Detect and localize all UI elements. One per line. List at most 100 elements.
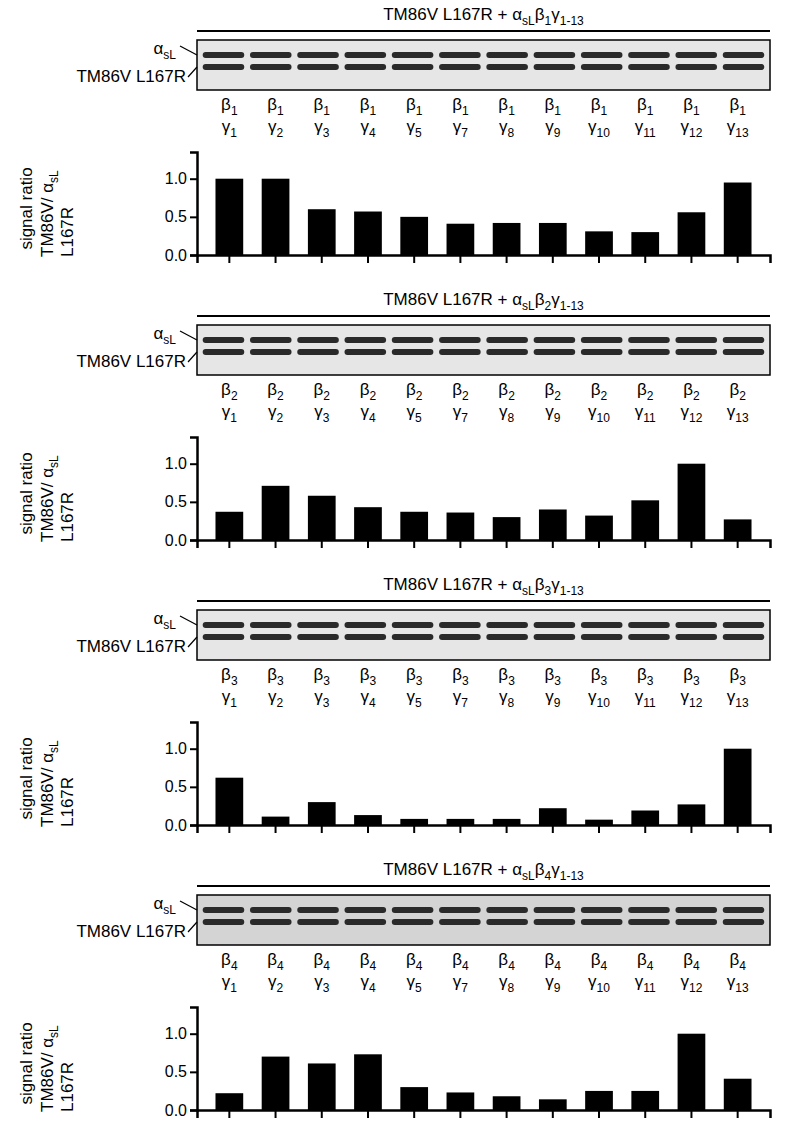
- blot-frame: [197, 610, 770, 660]
- blot-band: [486, 52, 528, 58]
- label-line: γ3: [314, 117, 330, 140]
- panel: TM86V L167R + αsLβ1γ1-13αsLTM86V L167Rβ1…: [17, 5, 771, 264]
- tick-mark: [644, 540, 646, 548]
- blot-label: TM86V L167R: [76, 67, 186, 86]
- tick-mark: [190, 463, 197, 465]
- label-line: β1: [637, 95, 654, 118]
- label-line: γ2: [268, 117, 284, 140]
- text-run: TM86V/ α: [38, 753, 57, 827]
- tick: [229, 1110, 230, 1118]
- label-line: β1: [267, 95, 284, 118]
- bar: [539, 1099, 567, 1110]
- y-axis: 0.00.51.0: [165, 153, 198, 264]
- subscript: 3: [323, 696, 330, 710]
- label-line: β2: [545, 380, 562, 403]
- subscript: sL: [522, 299, 535, 313]
- tick: [599, 825, 600, 833]
- tick-mark: [552, 1110, 554, 1118]
- subscript: 3: [231, 674, 238, 688]
- blot-band: [486, 919, 528, 925]
- blot-band: [250, 349, 292, 355]
- tick-mark: [413, 540, 415, 548]
- tick: [321, 255, 322, 263]
- label-line: β2: [683, 380, 700, 403]
- blot-band: [203, 919, 245, 925]
- blot-band: [534, 337, 576, 343]
- label-line: γ11: [635, 117, 656, 140]
- label-connector: [180, 46, 197, 55]
- y-axis: 0.00.51.0: [165, 1008, 198, 1119]
- text-run: TM86V L167R: [76, 637, 186, 656]
- bar: [493, 517, 521, 540]
- blot-band: [723, 919, 765, 925]
- bar: [400, 819, 428, 825]
- bars: [215, 179, 751, 255]
- label-line: β3: [267, 665, 284, 688]
- blot-band: [675, 622, 717, 628]
- subscript: 4: [693, 959, 700, 973]
- category-label: β3γ10: [588, 665, 610, 710]
- label-line: β2: [498, 380, 515, 403]
- bar: [539, 223, 567, 255]
- text-run: signal ratio: [17, 452, 36, 534]
- text-run: β: [637, 95, 647, 114]
- tick-mark: [275, 1110, 277, 1118]
- text-run: β: [637, 950, 647, 969]
- label-line: β1: [314, 95, 331, 118]
- blot-band: [581, 349, 623, 355]
- text-run: L167R: [58, 1062, 77, 1112]
- text-run: TM86V/ α: [38, 468, 57, 542]
- tick: 0.5: [165, 778, 197, 795]
- label-line: β2: [729, 380, 746, 403]
- blot-band: [439, 907, 481, 913]
- text-run: β: [221, 380, 231, 399]
- tick-mark: [598, 255, 600, 263]
- bar: [678, 804, 706, 825]
- text-run: β: [360, 950, 370, 969]
- subscript: 4: [739, 959, 746, 973]
- category-label: β2γ2: [267, 380, 284, 425]
- text-run: β: [314, 95, 324, 114]
- blot-band: [675, 634, 717, 640]
- tick-mark: [552, 540, 554, 548]
- subscript: 2: [276, 126, 283, 140]
- text-run: β: [729, 95, 739, 114]
- subscript: 13: [735, 411, 749, 425]
- bar: [262, 1057, 290, 1110]
- tick: [275, 825, 276, 833]
- tick-mark: [321, 1110, 323, 1118]
- blot-band: [628, 64, 670, 70]
- blot-band: [250, 52, 292, 58]
- subscript: sL: [522, 584, 535, 598]
- subscript: sL: [47, 1025, 61, 1038]
- tick: [737, 1110, 738, 1118]
- tick-mark: [644, 825, 646, 833]
- subscript: 3: [323, 411, 330, 425]
- label-line: γ9: [545, 402, 561, 425]
- blot-band: [581, 64, 623, 70]
- tick-mark: [275, 540, 277, 548]
- category-label: β1γ11: [635, 95, 656, 140]
- tick-mark: [190, 786, 197, 788]
- blot-band: [581, 907, 623, 913]
- tick: [321, 825, 322, 833]
- tick-mark: [190, 748, 197, 750]
- text-run: TM86V L167R + α: [383, 575, 522, 594]
- blot-band: [392, 907, 434, 913]
- text-run: β: [591, 950, 601, 969]
- bars: [215, 749, 751, 825]
- subscript: 2: [276, 411, 283, 425]
- subscript: 5: [415, 981, 422, 995]
- category-label: β2γ10: [588, 380, 610, 425]
- label-line: β3: [683, 665, 700, 688]
- label-line: γ10: [588, 687, 610, 710]
- tick: [321, 540, 322, 548]
- label-line: β2: [406, 380, 423, 403]
- tick: 1.0: [165, 170, 197, 187]
- subscript: 12: [689, 696, 703, 710]
- blot-band: [297, 634, 339, 640]
- axis-line: [198, 256, 771, 264]
- tick-mark: [321, 540, 323, 548]
- blot-band: [486, 349, 528, 355]
- label-line: β2: [637, 380, 654, 403]
